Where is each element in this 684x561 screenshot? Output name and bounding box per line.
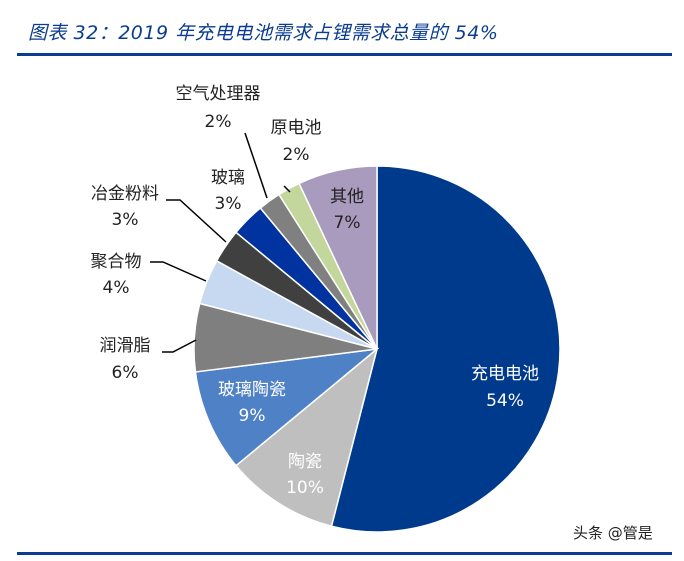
slice-value-label: 7% xyxy=(334,213,361,233)
top-rule xyxy=(17,53,672,56)
slice-value-label: 4% xyxy=(103,278,130,298)
slice-value-label: 6% xyxy=(112,363,139,383)
slice-label: 冶金粉料 xyxy=(91,184,159,204)
watermark: 头条 @管是 xyxy=(573,524,653,542)
slice-label: 其他 xyxy=(330,187,364,207)
slice-label: 充电电池 xyxy=(471,364,539,384)
slice-label: 陶瓷 xyxy=(288,452,322,472)
slice-value-label: 3% xyxy=(112,210,139,230)
slice-value-label: 3% xyxy=(215,194,242,214)
slice-label: 玻璃 xyxy=(211,168,245,188)
bottom-rule xyxy=(17,552,672,555)
slice-label: 聚合物 xyxy=(91,252,142,272)
slice-label: 原电池 xyxy=(271,118,322,138)
chart-title: 图表 32：2019 年充电电池需求占锂需求总量的 54% xyxy=(28,22,499,44)
slice-label: 玻璃陶瓷 xyxy=(218,380,286,400)
leader-line xyxy=(162,339,197,353)
pie-slice-2 xyxy=(234,346,379,528)
pie-slice-3 xyxy=(194,347,380,467)
slice-value-label: 2% xyxy=(283,145,310,165)
leader-line xyxy=(244,132,268,199)
leader-line xyxy=(150,261,207,282)
slice-value-label: 10% xyxy=(286,478,324,498)
slice-value-label: 54% xyxy=(486,391,524,411)
leader-line xyxy=(283,185,291,193)
slice-value-label: 2% xyxy=(205,112,232,132)
pie-slice-1 xyxy=(330,165,561,533)
slice-value-label: 9% xyxy=(239,406,266,426)
slice-label: 润滑脂 xyxy=(100,336,151,356)
slice-label: 空气处理器 xyxy=(176,84,261,104)
leader-line xyxy=(166,199,227,243)
pie-slice-10 xyxy=(298,165,378,350)
